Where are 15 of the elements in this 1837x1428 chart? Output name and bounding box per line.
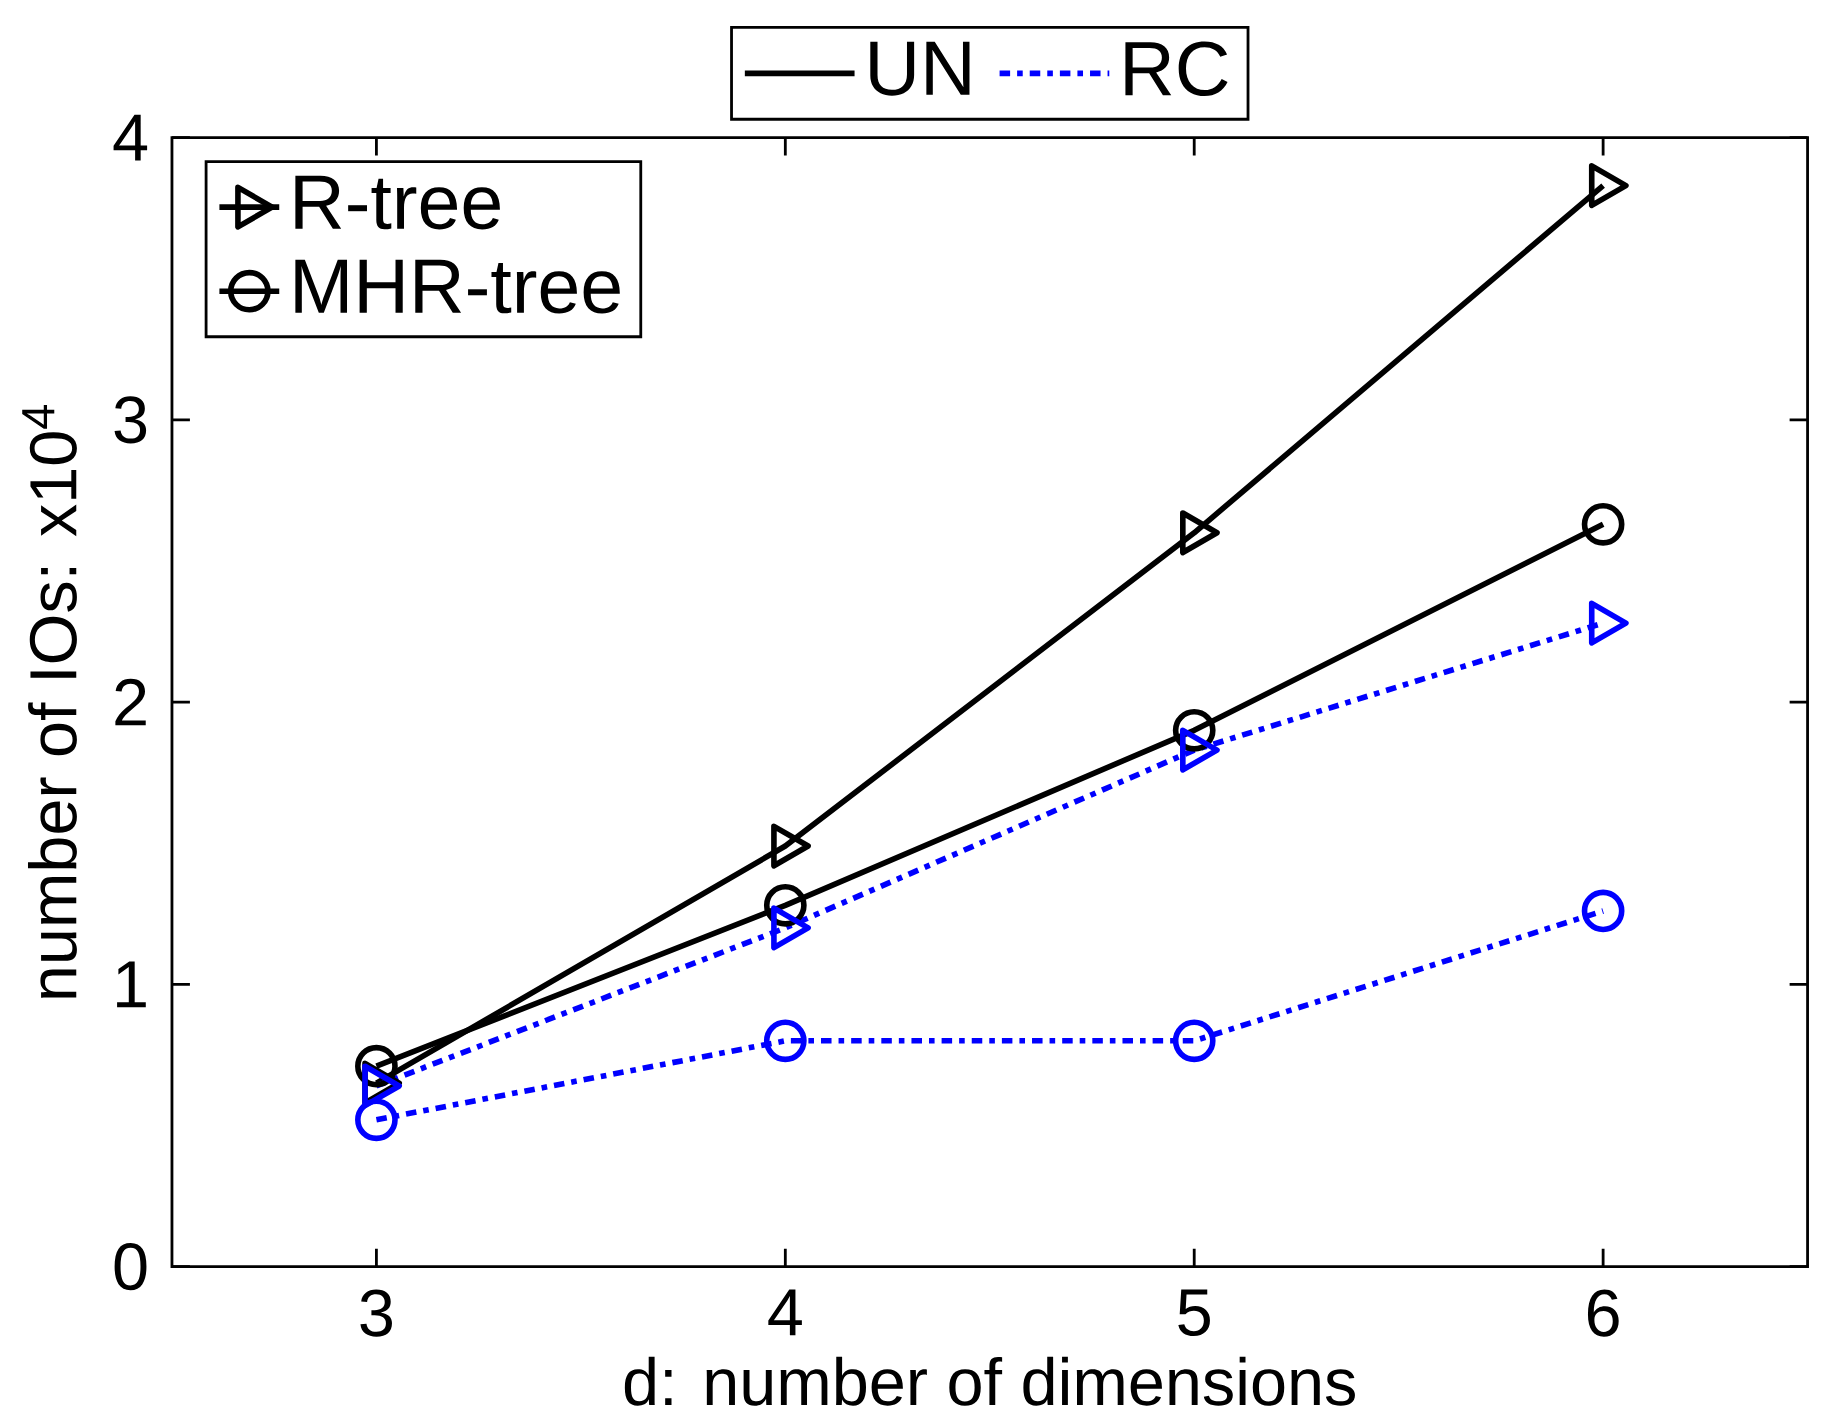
x-tick-label: 6: [1587, 1289, 1619, 1337]
y-tick-label: 4: [113, 114, 148, 161]
x-tick-label: 3: [360, 1289, 392, 1337]
legend-label: RC: [1125, 41, 1228, 97]
y-axis-title: number of IOs: x10$^{4}$: [22, 405, 77, 998]
legend-label: UN: [870, 41, 970, 96]
x-tick-label: 4: [768, 1289, 802, 1336]
y-tick-label: 0: [114, 1243, 147, 1291]
y-tick-label: 3: [114, 396, 147, 444]
legend-label: R-tree: [295, 175, 500, 230]
legend-label: MHR-tree: [295, 259, 620, 314]
x-tick-label: 5: [1178, 1289, 1210, 1337]
y-tick-label: 2: [115, 678, 146, 726]
y-tick-label: 1: [117, 961, 146, 1008]
x-axis-title: d: number of dimensions: [624, 1356, 1355, 1406]
